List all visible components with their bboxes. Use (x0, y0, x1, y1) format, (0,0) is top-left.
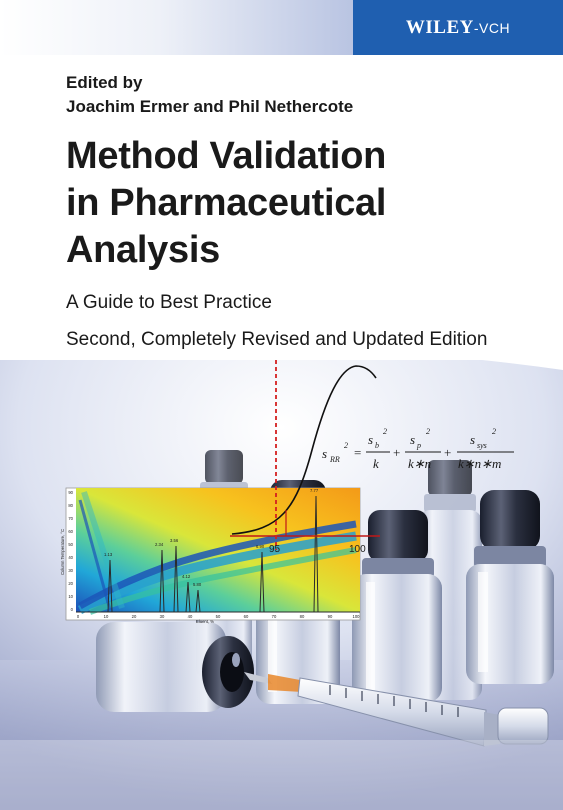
variance-formula: s RR 2 = s b 2 k + s p 2 k∗n + s sys 2 (322, 427, 514, 471)
peak-label: 7.77 (310, 488, 319, 493)
vial-middle (352, 510, 442, 702)
axis-mark-100: 100 (349, 544, 366, 555)
edition-note: Second, Completely Revised and Updated E… (66, 329, 488, 350)
peak-label: 3.56 (170, 538, 179, 543)
cover-text: Edited by Joachim Ermer and Phil Netherc… (66, 72, 546, 352)
y-tick-label: 70 (68, 516, 73, 521)
x-tick-label: 20 (132, 614, 137, 619)
header-gradient-band (0, 0, 353, 55)
axis-mark-95: 95 (269, 544, 281, 555)
edited-by-label: Edited by (66, 73, 143, 92)
vial-right (466, 490, 554, 684)
peak-label: 2.34 (155, 542, 164, 547)
y-axis-label: Column Temperature, °C (60, 529, 65, 575)
x-tick-label: 30 (160, 614, 165, 619)
formula-lhs-sub: RR (329, 455, 340, 464)
y-tick-label: 60 (68, 529, 73, 534)
book-title: Method Validation in Pharmaceutical Anal… (66, 133, 546, 274)
formula-t1-num: s (368, 432, 373, 447)
y-tick-label: 10 (68, 594, 73, 599)
formula-plus: + (393, 445, 400, 460)
x-tick-label: 80 (300, 614, 305, 619)
peak-label: 6.90 (256, 544, 265, 549)
formula-plus: + (444, 445, 451, 460)
peak-label: 1.13 (104, 552, 113, 557)
formula-t3-den: k∗n∗m (458, 456, 501, 471)
formula-t1-exp: 2 (383, 427, 387, 436)
formula-t1-sub: b (375, 441, 379, 450)
publisher-name: WILEY (405, 16, 474, 38)
y-tick-label: 40 (68, 555, 73, 560)
publisher-bar: WILEY-VCH (353, 0, 563, 55)
x-tick-label: 40 (188, 614, 193, 619)
peak-label: 5.80 (193, 582, 202, 587)
publisher-suffix: -VCH (473, 19, 511, 36)
syringe (244, 672, 549, 747)
formula-t3-exp: 2 (492, 427, 496, 436)
y-tick-label: 90 (68, 490, 73, 495)
y-tick-label: 0 (71, 607, 74, 612)
x-axis-label: Eluent, % (196, 619, 214, 624)
formula-t2-num: s (410, 432, 415, 447)
formula-lhs-exp: 2 (344, 441, 348, 450)
title-line: Method Validation (66, 135, 387, 177)
editor-names: Joachim Ermer and Phil Nethercote (66, 97, 354, 116)
x-tick-label: 70 (272, 614, 277, 619)
formula-t2-sub: p (416, 441, 421, 450)
x-tick-label: 50 (216, 614, 221, 619)
book-subtitle: A Guide to Best Practice (66, 292, 272, 313)
distribution-overlay: 95 100 (230, 360, 380, 555)
formula-t3-num: s (470, 432, 475, 447)
y-tick-label: 30 (68, 568, 73, 573)
formula-t1-den: k (373, 456, 379, 471)
formula-lhs: s (322, 446, 327, 461)
chromatogram-plot: 1.13 2.34 3.56 4.12 5.80 6.90 7.77 90 80… (60, 487, 361, 624)
formula-t2-den: k∗n (408, 456, 431, 471)
y-tick-label: 20 (68, 581, 73, 586)
publisher-logo: WILEY-VCH (406, 17, 510, 39)
y-tick-label: 50 (68, 542, 73, 547)
formula-t2-exp: 2 (426, 427, 430, 436)
x-tick-label: 100 (353, 614, 361, 619)
formula-t3-sub: sys (477, 441, 487, 450)
x-tick-label: 60 (244, 614, 249, 619)
x-tick-label: 90 (328, 614, 333, 619)
formula-equals: = (354, 445, 361, 460)
y-tick-label: 80 (68, 503, 73, 508)
vial-front (96, 622, 254, 712)
peak-label: 4.12 (182, 574, 191, 579)
title-line: Analysis (66, 229, 220, 271)
cover-illustration: 1.13 2.34 3.56 4.12 5.80 6.90 7.77 90 80… (0, 360, 563, 810)
x-tick-label: 0 (77, 614, 80, 619)
x-tick-label: 10 (104, 614, 109, 619)
title-line: in Pharmaceutical (66, 182, 387, 224)
